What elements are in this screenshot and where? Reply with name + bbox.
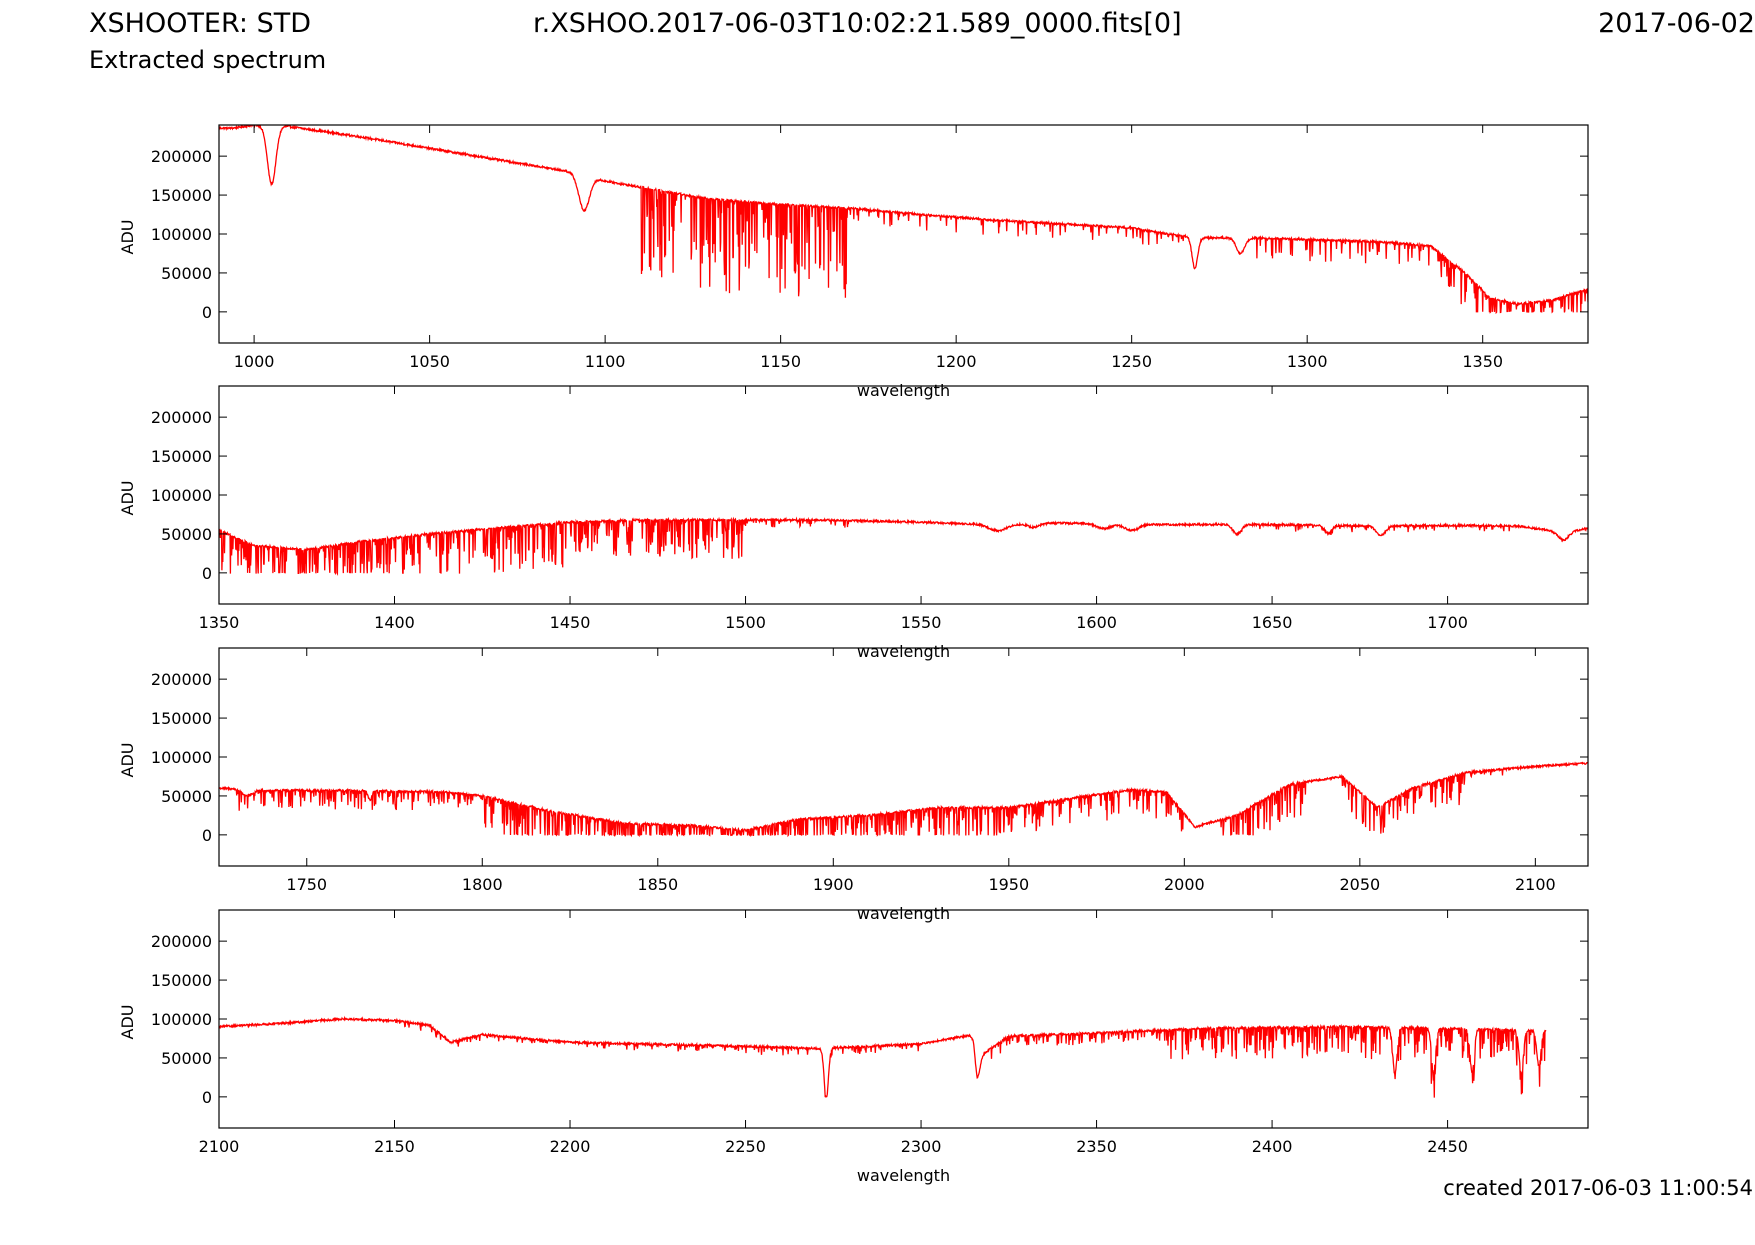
plot-panel-1: 1000 1050 1100 1150 1200 1250 1300 1350 0 50000 10…	[118, 124, 1589, 400]
x-tick-label: 1700	[1427, 613, 1468, 632]
x-tick-label: 2350	[1076, 1137, 1117, 1156]
y-tick-label: 150000	[151, 447, 212, 466]
x-tick-label: 1200	[936, 352, 977, 371]
plot-frame	[218, 909, 1589, 1129]
y-tick-label: 0	[202, 1088, 212, 1107]
plot-panel-4: 2100 2150 2200 2250 2300 2350 2400 2450 0 50000 10…	[118, 909, 1589, 1185]
x-tick-label: 1300	[1287, 352, 1328, 371]
x-tick-label: 2400	[1252, 1137, 1293, 1156]
plot-panel-3: 1750 1800 1850 1900 1950 2000 2050 2100 0 50000 10…	[118, 647, 1589, 923]
y-tick-label: 200000	[151, 670, 212, 689]
x-tick-label: 1000	[234, 352, 275, 371]
y-axis-label: ADU	[118, 1005, 137, 1040]
x-tick-label: 2200	[550, 1137, 591, 1156]
x-tick-label: 1350	[199, 613, 240, 632]
x-tick-label: 2250	[725, 1137, 766, 1156]
y-tick-label: 50000	[161, 525, 212, 544]
y-tick-label: 0	[202, 826, 212, 845]
spectrum-line-3	[219, 761, 1588, 838]
y-tick-label: 200000	[151, 932, 212, 951]
x-tick-label: 2150	[374, 1137, 415, 1156]
x-tick-label: 2450	[1427, 1137, 1468, 1156]
x-axis-label: wavelength	[857, 1166, 950, 1185]
x-axis-label: wavelength	[857, 642, 950, 661]
spectrum-line-1	[219, 125, 1588, 315]
plot-frame	[218, 124, 1589, 344]
y-tick-label: 150000	[151, 971, 212, 990]
x-tick-label: 2300	[901, 1137, 942, 1156]
x-tick-label: 1450	[550, 613, 591, 632]
y-tick-label: 200000	[151, 408, 212, 427]
x-tick-label: 1150	[760, 352, 801, 371]
plot-subtitle: Extracted spectrum	[89, 46, 327, 74]
y-tick-label: 100000	[151, 748, 212, 767]
x-tick-label: 1350	[1462, 352, 1503, 371]
x-tick-label: 2050	[1339, 875, 1380, 894]
fits-filename: r.XSHOO.2017-06-03T10:02:21.589_0000.fit…	[533, 8, 1182, 39]
x-tick-label: 1850	[637, 875, 678, 894]
x-tick-label: 1950	[988, 875, 1029, 894]
y-tick-label: 50000	[161, 787, 212, 806]
y-tick-label: 50000	[161, 1049, 212, 1068]
spectrum-line-2	[219, 516, 1588, 577]
x-tick-label: 1400	[374, 613, 415, 632]
x-tick-label: 1500	[725, 613, 766, 632]
x-tick-label: 1550	[901, 613, 942, 632]
y-tick-label: 200000	[151, 147, 212, 166]
x-axis-label: wavelength	[857, 904, 950, 923]
x-tick-label: 1050	[409, 352, 450, 371]
x-tick-label: 1900	[813, 875, 854, 894]
x-tick-label: 1750	[286, 875, 327, 894]
x-tick-label: 2000	[1164, 875, 1205, 894]
y-tick-label: 0	[202, 303, 212, 322]
created-timestamp: created 2017-06-03 11:00:54	[1443, 1176, 1753, 1200]
y-tick-label: 50000	[161, 264, 212, 283]
y-tick-label: 100000	[151, 1010, 212, 1029]
x-tick-label: 1800	[462, 875, 503, 894]
instrument-title: XSHOOTER: STD	[89, 8, 312, 39]
observation-date: 2017-06-02	[1598, 8, 1755, 39]
y-tick-label: 150000	[151, 186, 212, 205]
y-tick-label: 100000	[151, 225, 212, 244]
x-tick-label: 1100	[585, 352, 626, 371]
spectrum-line-4	[219, 1015, 1547, 1098]
x-axis-label: wavelength	[857, 381, 950, 400]
x-tick-label: 1250	[1111, 352, 1152, 371]
x-tick-label: 1600	[1076, 613, 1117, 632]
plot-frame	[218, 385, 1589, 605]
x-tick-label: 2100	[199, 1137, 240, 1156]
y-tick-label: 0	[202, 564, 212, 583]
x-tick-label: 1650	[1252, 613, 1293, 632]
y-tick-label: 150000	[151, 709, 212, 728]
plot-panel-2: 1350 1400 1450 1500 1550 1600 1650 1700 0 50000 10…	[118, 385, 1589, 661]
y-axis-label: ADU	[118, 220, 137, 255]
y-tick-label: 100000	[151, 486, 212, 505]
y-axis-label: ADU	[118, 481, 137, 516]
x-tick-label: 2100	[1515, 875, 1556, 894]
y-axis-label: ADU	[118, 743, 137, 778]
